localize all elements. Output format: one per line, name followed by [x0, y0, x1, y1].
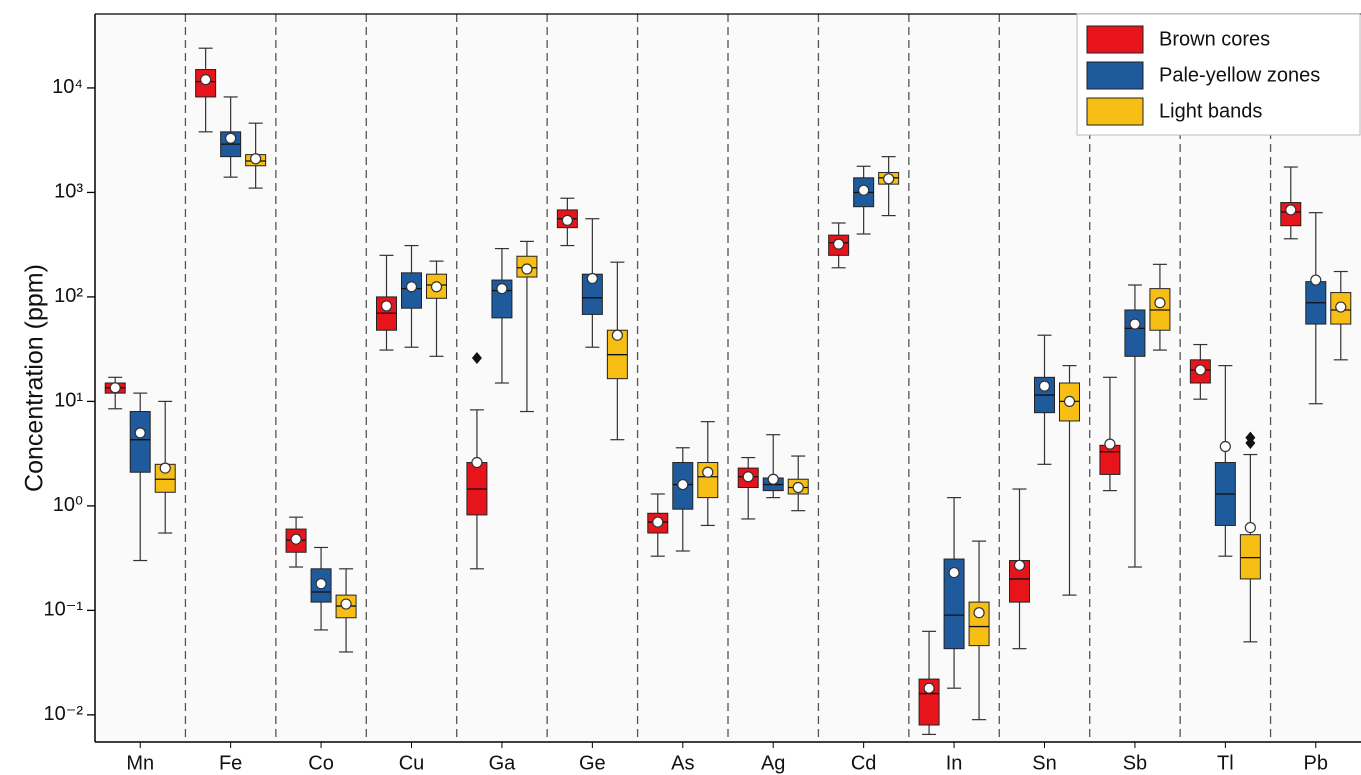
- box: [129, 411, 151, 473]
- mean: [109, 382, 121, 394]
- mean: [677, 478, 689, 491]
- mean: [159, 462, 171, 474]
- mean: [1038, 380, 1051, 392]
- legend-swatch: [1086, 97, 1144, 126]
- outlier: [471, 352, 482, 365]
- mean: [561, 214, 573, 226]
- x-tick-label: Tl: [1217, 752, 1234, 774]
- mean: [948, 566, 960, 579]
- y-tick-label: 10⁻²: [44, 703, 84, 725]
- mean: [430, 281, 443, 293]
- mean: [586, 272, 598, 285]
- mean: [973, 607, 985, 619]
- mean: [792, 481, 804, 494]
- x-tick-label: Cu: [399, 752, 425, 774]
- mean: [380, 300, 393, 312]
- x-tick-label: Mn: [126, 752, 154, 774]
- x-tick-label: Cd: [851, 752, 877, 774]
- mean: [1310, 274, 1322, 286]
- box: [1124, 309, 1146, 357]
- legend-label: Brown cores: [1159, 28, 1270, 50]
- mean: [1013, 559, 1026, 571]
- mean: [1063, 395, 1076, 408]
- mean: [200, 74, 212, 86]
- mean: [1219, 440, 1231, 453]
- mean: [1285, 204, 1297, 216]
- mean: [340, 598, 352, 610]
- box: [943, 558, 965, 650]
- mean: [742, 471, 754, 483]
- x-tick-label: Ge: [579, 752, 606, 774]
- mean: [858, 184, 870, 196]
- mean: [1244, 521, 1256, 534]
- x-tick-label: Sb: [1123, 752, 1147, 774]
- mean: [290, 533, 302, 545]
- x-tick-label: As: [671, 752, 694, 774]
- mean: [702, 466, 714, 478]
- mean: [471, 456, 483, 469]
- y-tick-label: 10²: [54, 285, 83, 307]
- mean: [1194, 364, 1206, 376]
- x-tick-label: Pb: [1304, 752, 1328, 774]
- y-tick-label: 10⁴: [52, 76, 83, 98]
- y-tick-label: 10¹: [54, 390, 83, 412]
- x-tick-label: In: [946, 752, 963, 774]
- mean: [923, 682, 935, 694]
- legend-swatch: [1086, 61, 1144, 90]
- mean: [405, 281, 418, 293]
- mean: [1154, 297, 1166, 309]
- mean: [1335, 301, 1347, 313]
- mean: [521, 263, 533, 275]
- mean: [833, 238, 845, 250]
- mean: [134, 427, 146, 439]
- y-tick-label: 10⁰: [53, 494, 83, 516]
- mean: [1129, 318, 1141, 330]
- mean: [611, 329, 623, 341]
- mean: [652, 516, 664, 528]
- outlier: [1245, 431, 1256, 444]
- y-tick-label: 10³: [54, 181, 83, 203]
- legend-swatch: [1086, 25, 1144, 54]
- x-tick-label: Sn: [1032, 752, 1056, 774]
- mean: [496, 283, 508, 295]
- mean: [315, 578, 327, 590]
- mean: [883, 173, 895, 185]
- x-tick-label: Ga: [489, 752, 517, 774]
- legend-label: Pale-yellow zones: [1159, 64, 1320, 86]
- box: [1239, 534, 1261, 580]
- mean: [225, 132, 237, 144]
- legend-label: Light bands: [1159, 100, 1262, 122]
- x-tick-label: Fe: [219, 752, 242, 774]
- x-tick-label: Co: [308, 752, 334, 774]
- mean: [250, 153, 262, 165]
- mean: [1104, 438, 1116, 450]
- y-axis-label: Concentration (ppm): [21, 264, 49, 492]
- mean: [767, 473, 779, 485]
- x-tick-label: Ag: [761, 752, 785, 774]
- y-tick-label: 10⁻¹: [44, 599, 84, 621]
